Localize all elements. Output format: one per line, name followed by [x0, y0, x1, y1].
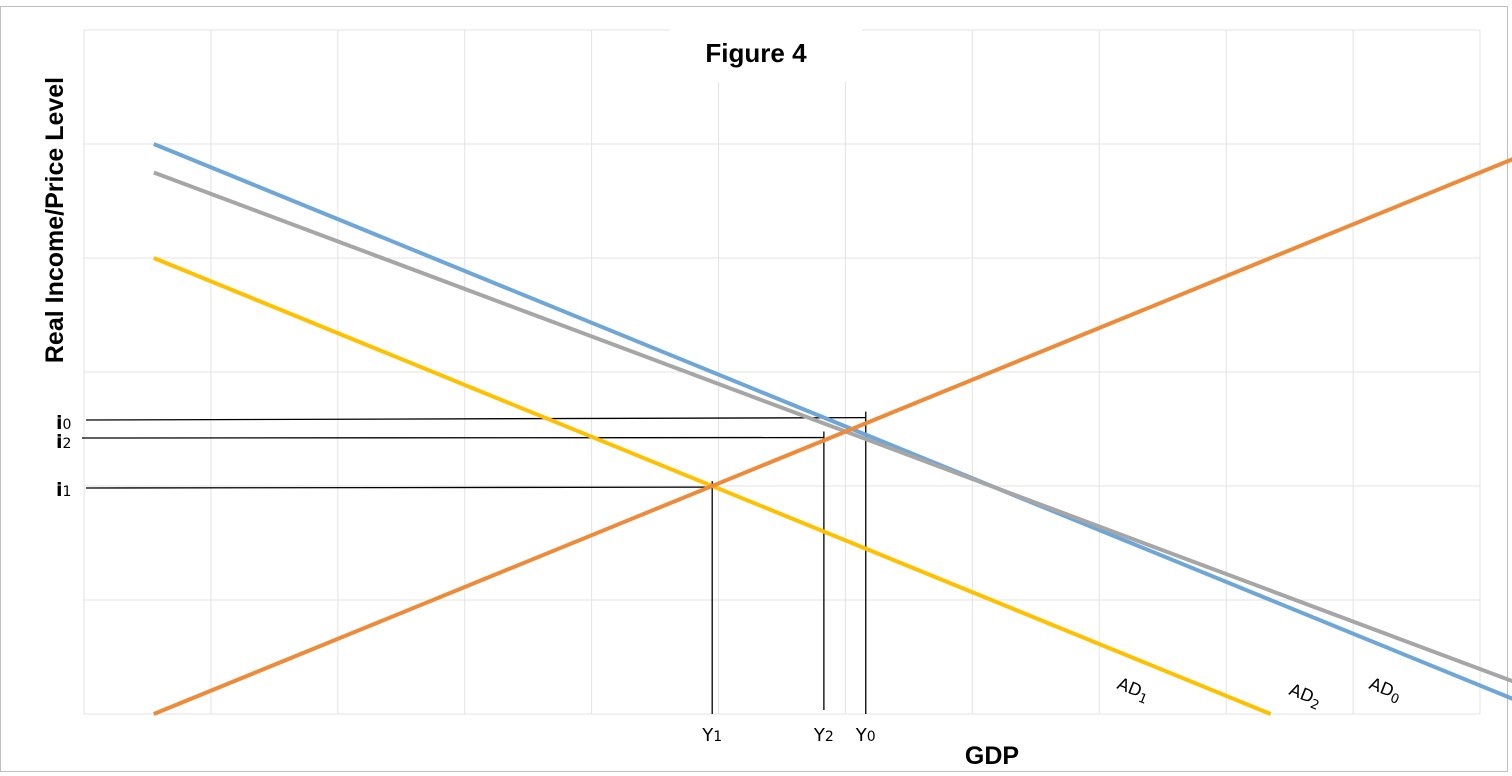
- y-tick-label-i0: i0: [56, 412, 71, 434]
- chart-title: Figure 4: [705, 38, 807, 68]
- chart-frame: [0, 6, 1508, 772]
- y-axis-label: Real Income/Price Level: [41, 77, 69, 363]
- grid: [83, 29, 1481, 715]
- curve-label-ad2: AD2: [1285, 680, 1324, 714]
- x-tick-label-Y2: Y2: [813, 725, 834, 746]
- ad0-curve: [153, 142, 1512, 701]
- upward-curve: [153, 157, 1512, 716]
- x-tick-label-Y0: Y0: [855, 725, 876, 746]
- curve-label-ad1: AD1: [1113, 674, 1152, 708]
- curves: [153, 142, 1512, 716]
- x-tick-label-Y1: Y1: [701, 725, 722, 746]
- x-axis-label: GDP: [965, 742, 1019, 770]
- ad2-curve: [153, 170, 1512, 684]
- guide-h-i0: [85, 416, 866, 421]
- x-tick-labels: Y1 Y2 Y0: [701, 725, 875, 746]
- curve-label-ad0: AD0: [1365, 674, 1404, 708]
- guide-lines: [81, 411, 867, 714]
- y-tick-label-i2: i2: [56, 431, 71, 453]
- guide-h-i1: [85, 486, 713, 489]
- title-background: [670, 22, 862, 82]
- y-tick-label-i1: i1: [56, 479, 71, 501]
